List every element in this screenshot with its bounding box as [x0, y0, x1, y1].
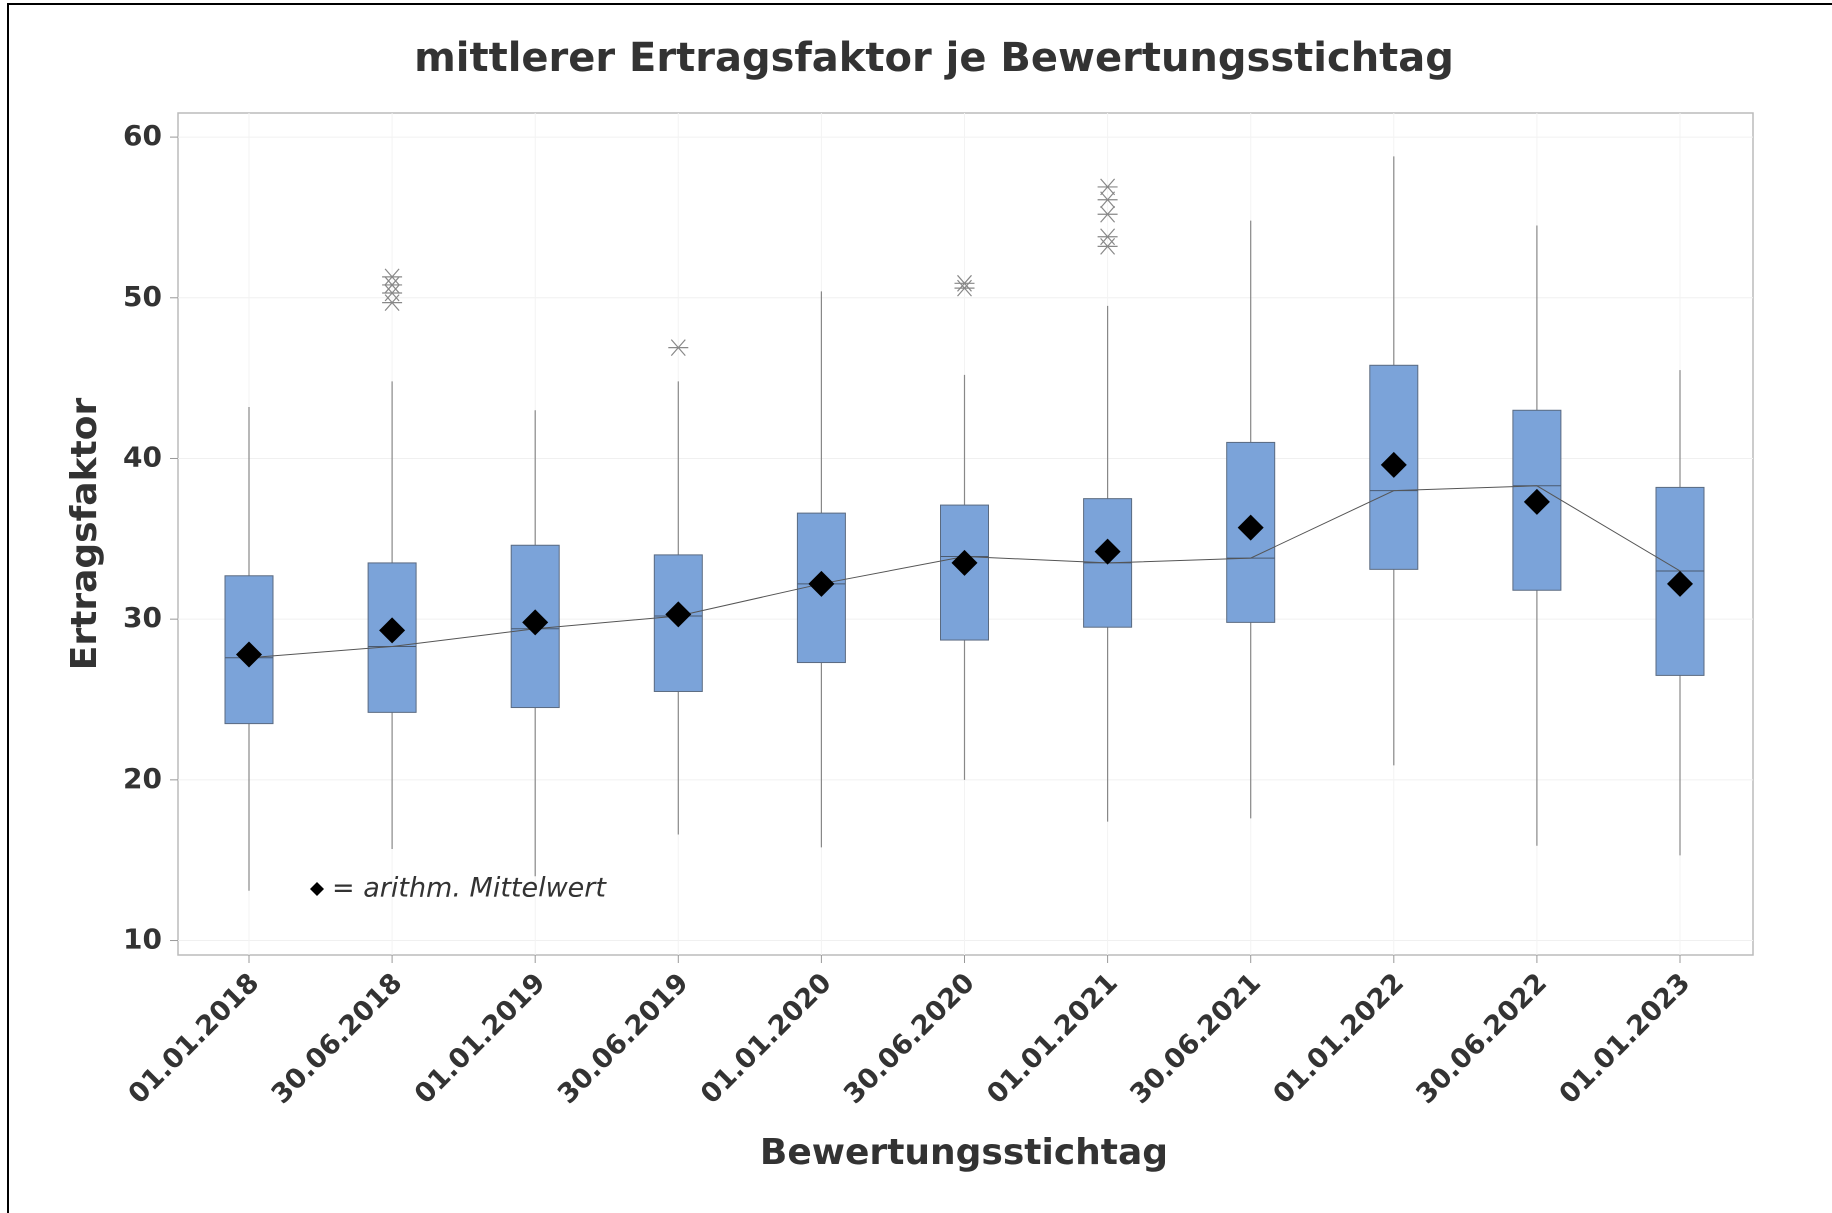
y-tick-label: 10 [123, 923, 162, 956]
outlier [1097, 205, 1118, 223]
x-tick-label: 01.01.2020 [695, 967, 838, 1110]
frame [7, 3, 1832, 1213]
legend-diamond [310, 882, 324, 896]
mean [1237, 514, 1264, 541]
mean [236, 641, 262, 668]
mean [1523, 488, 1550, 515]
y-tick-label: 50 [123, 280, 162, 313]
x-tick-label: 01.01.2023 [1554, 967, 1697, 1110]
y-tick-label: 30 [123, 601, 162, 634]
mean [1094, 538, 1121, 565]
mean [808, 570, 835, 597]
mean [1380, 451, 1407, 478]
x-tick-label: 30.06.2020 [838, 967, 981, 1110]
mean [1667, 570, 1693, 597]
mean [379, 617, 406, 644]
outlier [1097, 237, 1118, 255]
x-tick-label: 01.01.2019 [409, 967, 552, 1110]
x-tick-label: 30.06.2019 [552, 967, 695, 1110]
outlier [954, 279, 975, 297]
mean [665, 601, 692, 628]
y-tick-label: 20 [123, 762, 162, 795]
outlier [1097, 228, 1118, 246]
x-tick-label: 30.06.2018 [266, 967, 409, 1110]
x-tick-label: 01.01.2021 [981, 967, 1124, 1110]
chart-title: mittlerer Ertragsfaktor je Bewertungssti… [414, 35, 1454, 81]
y-axis-label: Ertragsfaktor [64, 398, 105, 671]
outlier [668, 339, 689, 356]
mean [522, 609, 549, 636]
x-axis-label: Bewertungsstichtag [760, 1132, 1168, 1173]
x-tick-label: 30.06.2022 [1410, 967, 1553, 1110]
y-tick-label: 60 [123, 119, 162, 152]
outlier [382, 284, 403, 302]
outlier [1097, 191, 1118, 209]
mean [951, 549, 978, 576]
outlier [382, 294, 403, 312]
x-tick-label: 01.01.2018 [123, 967, 266, 1110]
y-tick-label: 40 [123, 440, 162, 473]
x-tick-label: 30.06.2021 [1124, 967, 1267, 1110]
x-tick-label: 01.01.2022 [1267, 967, 1410, 1110]
annotation: = arithm. Mittelwert [332, 873, 607, 904]
outlier [1097, 178, 1118, 196]
